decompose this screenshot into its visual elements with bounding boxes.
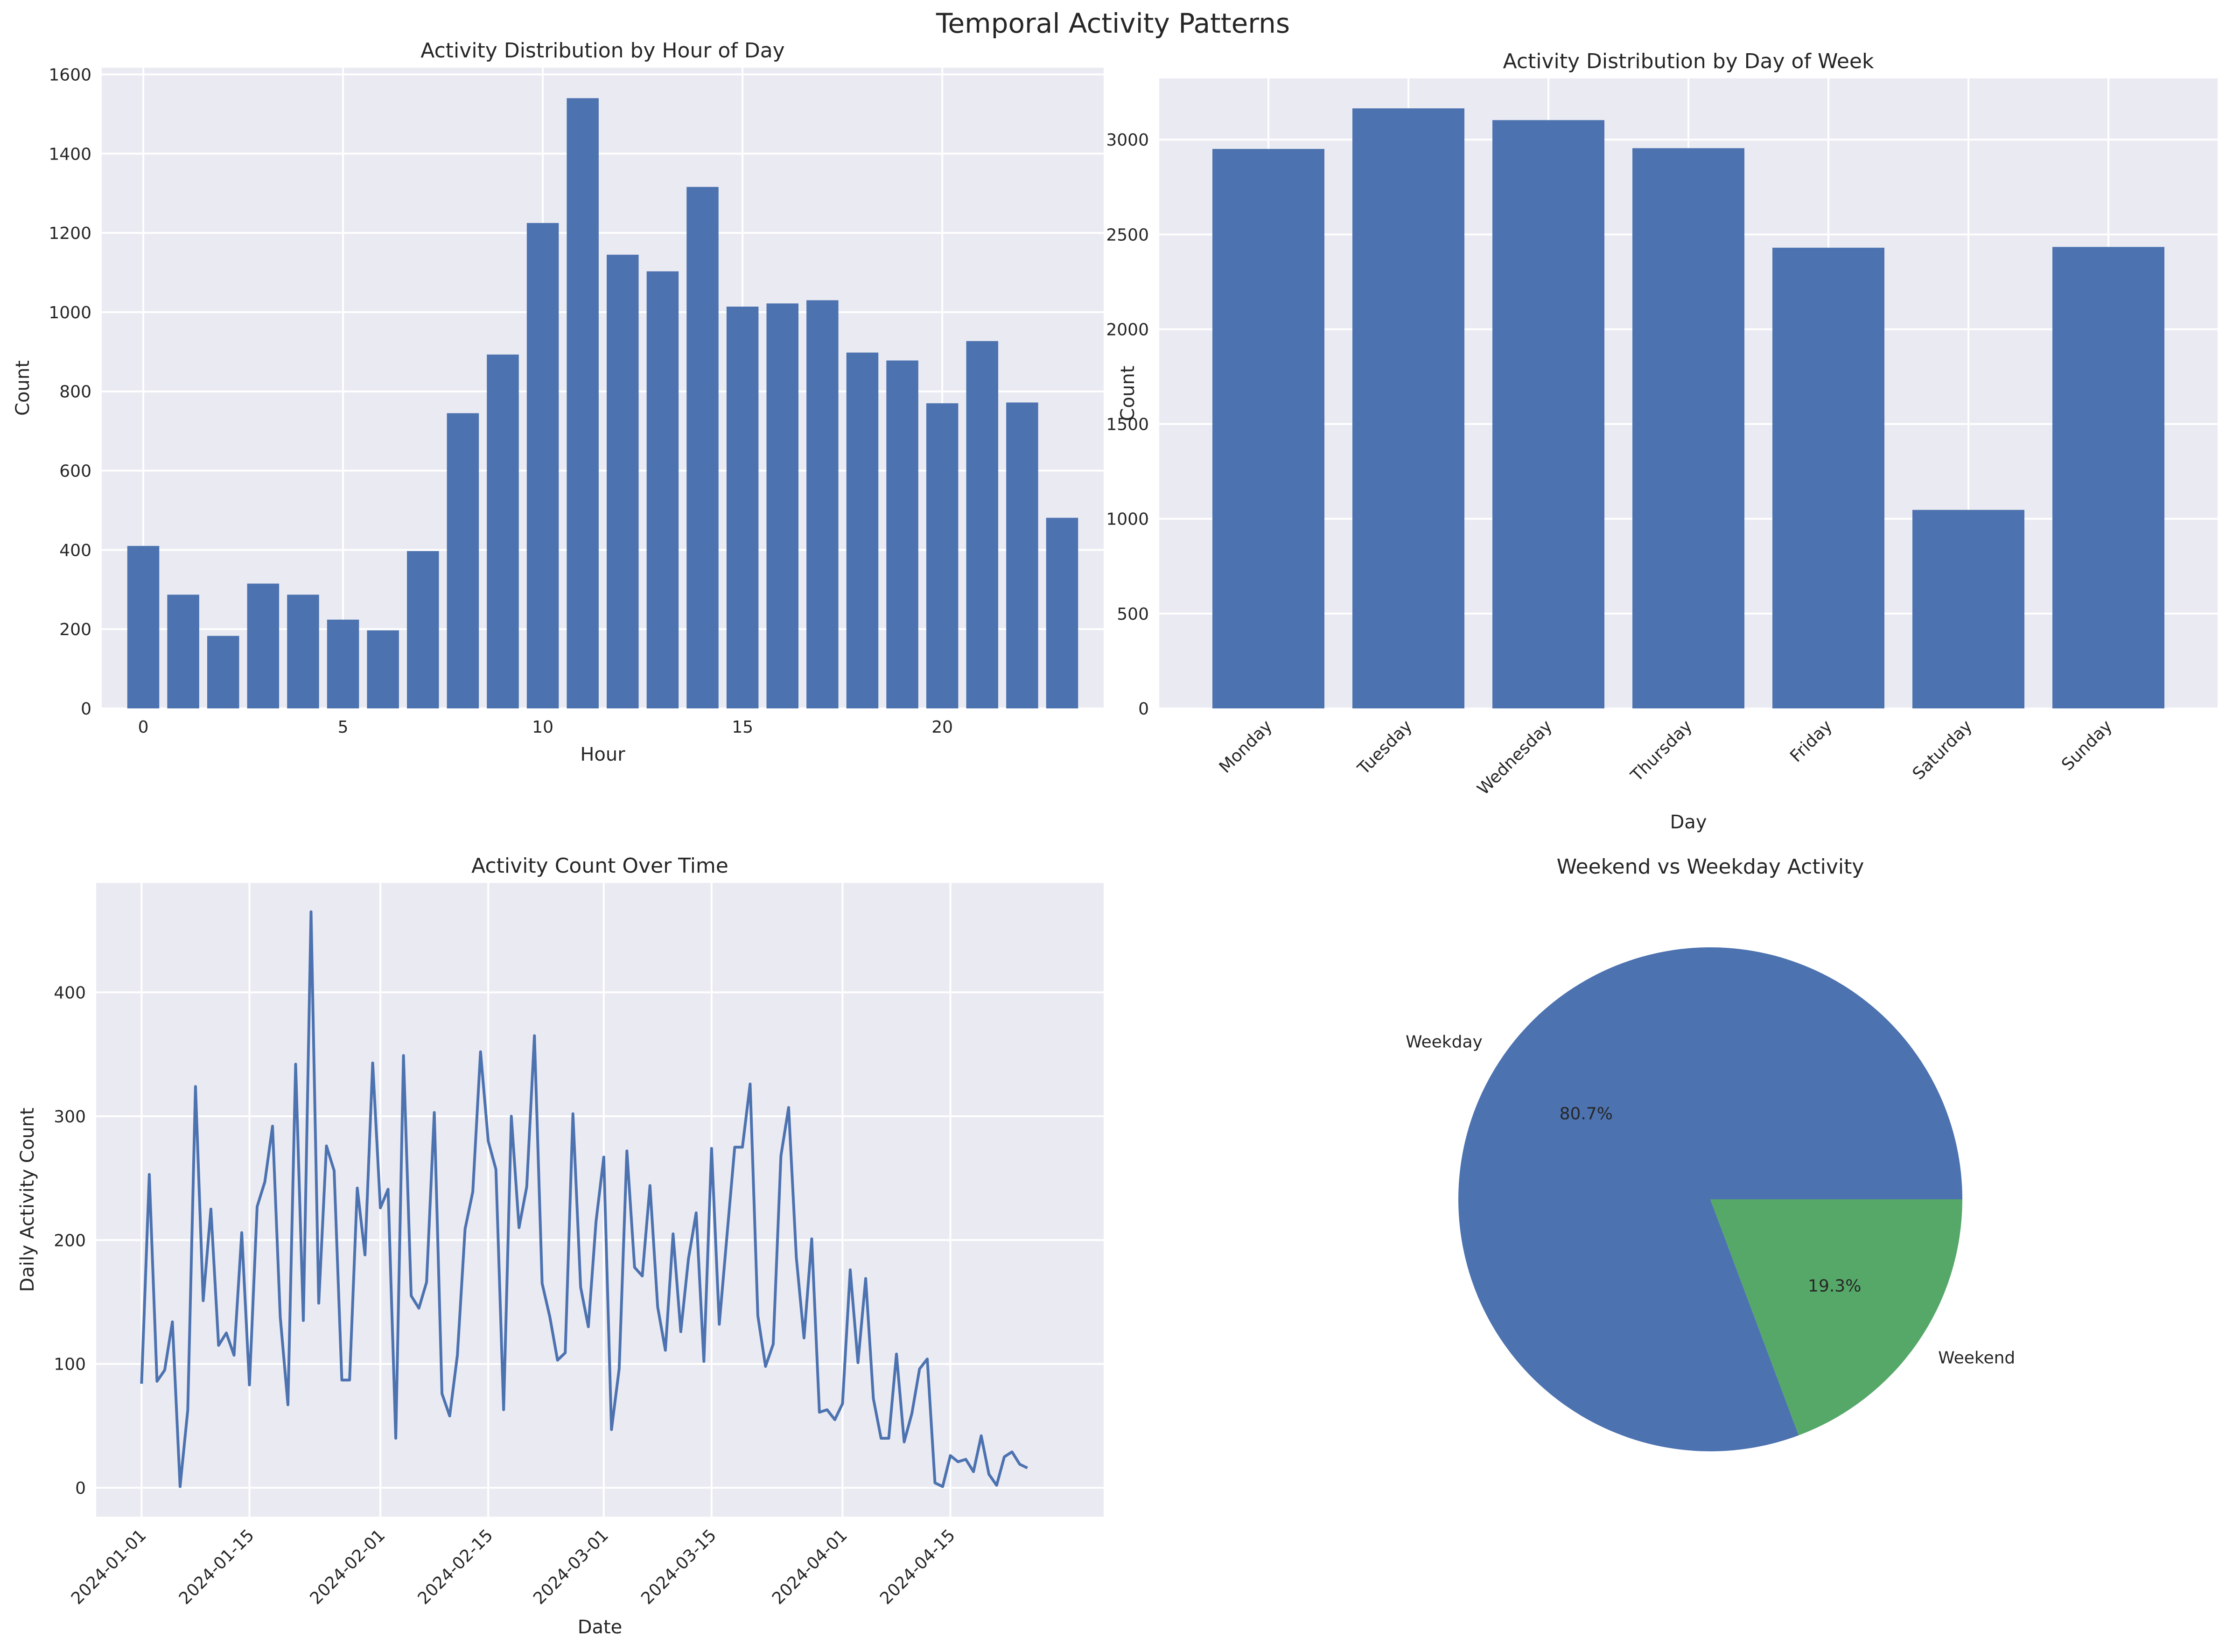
x-axis-label: Date bbox=[578, 1617, 623, 1638]
bar bbox=[1212, 149, 1324, 708]
x-tick-label: 2024-04-01 bbox=[769, 1526, 851, 1608]
y-tick-label: 800 bbox=[59, 383, 91, 402]
x-tick-label: Wednesday bbox=[1474, 716, 1556, 798]
y-tick-label: 1400 bbox=[49, 145, 91, 164]
x-tick-label: 2024-02-01 bbox=[307, 1526, 389, 1608]
x-tick-label: 2024-03-15 bbox=[637, 1526, 720, 1608]
bar bbox=[806, 300, 839, 708]
hour-of-day-bar-chart: Activity Distribution by Hour of Day0200… bbox=[12, 39, 1104, 765]
bar bbox=[1912, 510, 2024, 708]
x-tick-label: Tuesday bbox=[1354, 716, 1416, 778]
bar bbox=[567, 98, 599, 708]
pie-percent-label: 80.7% bbox=[1560, 1104, 1613, 1123]
x-tick-label: 0 bbox=[138, 718, 149, 737]
y-tick-label: 300 bbox=[54, 1107, 86, 1127]
x-tick-label: 2024-01-15 bbox=[175, 1526, 258, 1608]
y-axis-label: Count bbox=[1117, 366, 1139, 421]
y-tick-label: 1200 bbox=[49, 224, 91, 243]
bar bbox=[766, 303, 798, 708]
x-tick-label: 2024-04-15 bbox=[876, 1526, 959, 1608]
x-axis-label: Hour bbox=[580, 744, 625, 765]
bar bbox=[207, 636, 239, 708]
y-tick-label: 400 bbox=[54, 983, 86, 1002]
x-tick-label: Saturday bbox=[1909, 716, 1976, 784]
weekend-vs-weekday-pie-chart: Weekend vs Weekday Activity Weekday 80.7% W… bbox=[1406, 855, 2015, 1451]
x-tick-label: Thursday bbox=[1627, 716, 1696, 785]
y-axis-label: Count bbox=[12, 360, 34, 416]
bar bbox=[846, 352, 879, 708]
bar bbox=[1046, 518, 1078, 708]
y-axis-label: Daily Activity Count bbox=[17, 1107, 38, 1292]
y-tick-label: 200 bbox=[54, 1231, 86, 1250]
chart-title: Activity Count Over Time bbox=[471, 854, 728, 878]
bar bbox=[886, 360, 918, 708]
x-tick-label: 10 bbox=[532, 718, 553, 737]
x-tick-label: 20 bbox=[931, 718, 953, 737]
bar bbox=[447, 413, 479, 708]
y-tick-label: 1500 bbox=[1106, 415, 1149, 434]
bar bbox=[1006, 402, 1038, 708]
bar bbox=[247, 583, 280, 708]
bar bbox=[726, 307, 759, 708]
bar bbox=[1352, 108, 1464, 709]
bar bbox=[926, 403, 959, 708]
x-tick-label: Sunday bbox=[2058, 716, 2116, 774]
x-tick-label: Friday bbox=[1786, 716, 1836, 766]
bar bbox=[367, 630, 399, 708]
bar bbox=[686, 187, 719, 708]
figure-title: Temporal Activity Patterns bbox=[936, 7, 1290, 39]
bar bbox=[2052, 247, 2164, 708]
y-tick-label: 1600 bbox=[49, 65, 91, 84]
y-tick-label: 0 bbox=[81, 700, 91, 719]
chart-title: Weekend vs Weekday Activity bbox=[1557, 855, 1864, 879]
pie-slice bbox=[1710, 1199, 1962, 1435]
y-tick-label: 2000 bbox=[1106, 320, 1149, 339]
pie-slice bbox=[1458, 947, 1962, 1451]
chart-title: Activity Distribution by Day of Week bbox=[1503, 49, 1875, 73]
y-tick-label: 600 bbox=[59, 462, 91, 481]
pie-label: Weekday bbox=[1406, 1033, 1483, 1052]
x-tick-label: 2024-02-15 bbox=[414, 1526, 497, 1608]
bar bbox=[1772, 247, 1884, 708]
y-tick-label: 0 bbox=[1138, 700, 1149, 719]
series-line bbox=[140, 910, 1028, 1488]
y-tick-label: 2500 bbox=[1106, 225, 1149, 245]
bar bbox=[287, 595, 319, 708]
y-tick-label: 1000 bbox=[49, 303, 91, 322]
bar bbox=[966, 341, 998, 708]
bar bbox=[526, 223, 559, 708]
y-tick-label: 1000 bbox=[1106, 510, 1149, 529]
bar bbox=[487, 354, 519, 708]
y-tick-label: 100 bbox=[54, 1355, 86, 1374]
x-tick-label: 2024-03-01 bbox=[530, 1526, 612, 1608]
pie-percent-label: 19.3% bbox=[1808, 1277, 1861, 1296]
y-tick-label: 400 bbox=[59, 541, 91, 560]
x-tick-label: 15 bbox=[732, 718, 753, 737]
pie-label: Weekend bbox=[1938, 1348, 2015, 1367]
x-tick-label: 5 bbox=[338, 718, 349, 737]
bar bbox=[607, 254, 639, 708]
bar bbox=[1492, 120, 1604, 708]
bar bbox=[1632, 148, 1744, 709]
x-tick-label: Monday bbox=[1216, 716, 1276, 777]
x-tick-label: 2024-01-01 bbox=[68, 1526, 150, 1608]
bar bbox=[127, 546, 160, 708]
bar bbox=[407, 551, 439, 708]
x-axis-label: Day bbox=[1670, 812, 1707, 833]
y-tick-label: 200 bbox=[59, 620, 91, 639]
bar bbox=[167, 595, 199, 708]
activity-over-time-line-chart: Activity Count Over Time 0 100 200 300 400 202… bbox=[17, 854, 1104, 1638]
day-of-week-bar-chart: Activity Distribution by Day of Week 0 500… bbox=[1106, 49, 2218, 833]
chart-title: Activity Distribution by Hour of Day bbox=[420, 39, 784, 63]
y-tick-label: 3000 bbox=[1106, 131, 1149, 150]
y-tick-label: 500 bbox=[1117, 605, 1149, 624]
y-tick-label: 0 bbox=[75, 1479, 86, 1498]
bar bbox=[327, 619, 359, 708]
bar bbox=[646, 271, 679, 708]
